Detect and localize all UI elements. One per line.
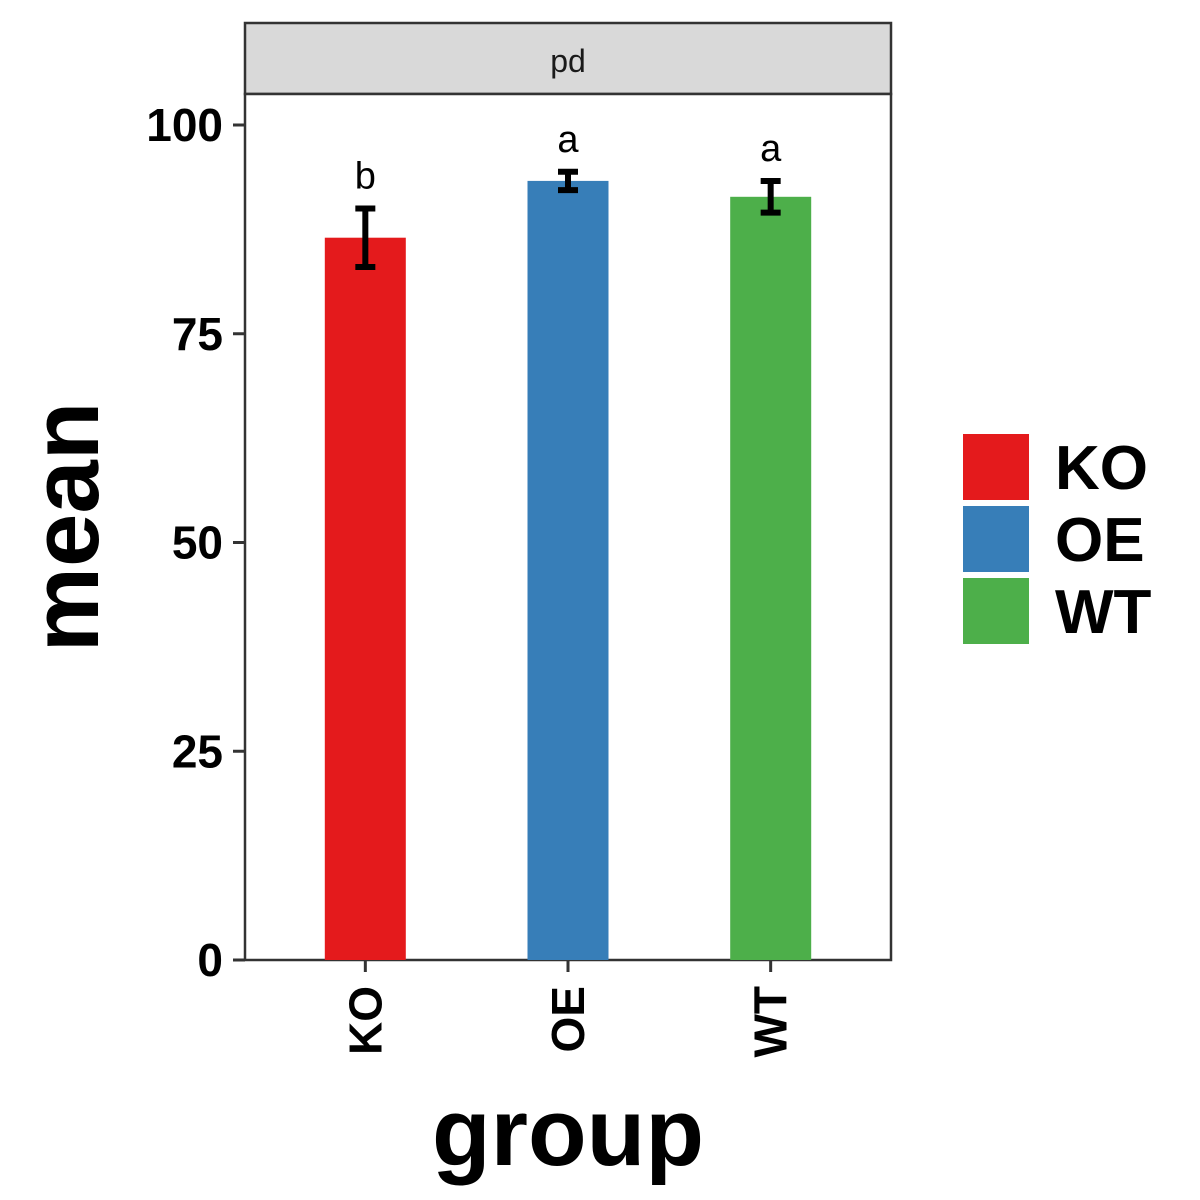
y-tick-label: 100 xyxy=(146,99,223,151)
x-tick-label-oe: OE xyxy=(542,986,594,1052)
y-tick-label: 0 xyxy=(197,934,223,986)
x-tick-label-wt: WT xyxy=(745,986,797,1058)
legend-key-ko xyxy=(963,434,1029,500)
y-axis-title: mean xyxy=(12,402,119,653)
y-tick-label: 50 xyxy=(172,517,223,569)
facet-strip-label: pd xyxy=(550,43,586,79)
y-tick-label: 25 xyxy=(172,725,223,777)
error-bars-layer xyxy=(355,168,781,270)
error-bar-wt xyxy=(760,177,781,216)
y-tick-label: 75 xyxy=(172,308,223,360)
legend-key-oe xyxy=(963,506,1029,572)
legend-label-wt: WT xyxy=(1055,578,1152,647)
facet-strip xyxy=(243,21,893,96)
error-bar-oe xyxy=(558,168,578,194)
legend-key-wt xyxy=(963,578,1029,644)
x-tick-label-ko: KO xyxy=(339,986,391,1055)
significance-label-ko: b xyxy=(355,156,376,198)
x-axis-title: group xyxy=(432,1079,704,1186)
significance-label-wt: a xyxy=(760,128,782,170)
significance-labels-layer: ba a xyxy=(355,119,782,198)
bars-layer xyxy=(324,180,812,961)
legend-label-ko: KO xyxy=(1055,434,1148,503)
significance-label-oe: a xyxy=(557,119,579,161)
error-bar-ko xyxy=(355,205,376,270)
bar-ko xyxy=(324,237,406,960)
x-axis: KO OE WT xyxy=(339,960,797,1058)
legend-label-oe: OE xyxy=(1055,506,1145,575)
bar-wt xyxy=(730,196,812,961)
y-axis: 0 25 50 75 100 xyxy=(146,99,245,986)
bar-oe xyxy=(527,180,609,960)
